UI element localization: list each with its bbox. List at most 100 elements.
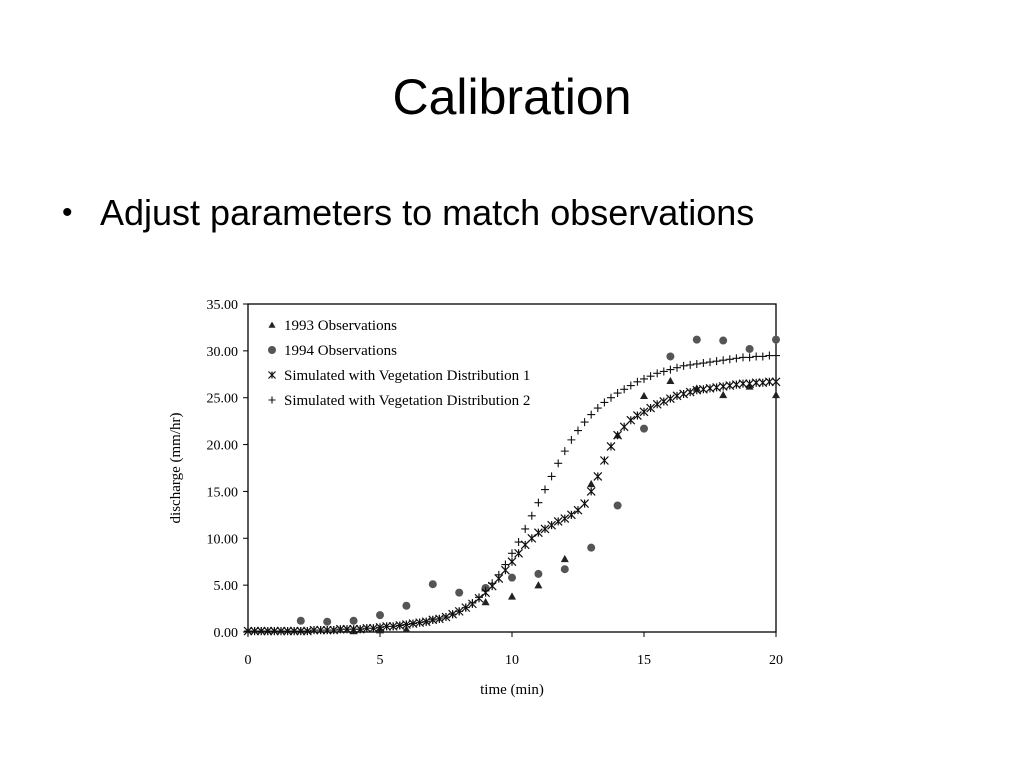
series-4-point	[706, 358, 714, 367]
series-4-point	[620, 385, 629, 394]
series-1-point	[560, 554, 569, 563]
series-1-point	[772, 390, 780, 399]
series-3-point	[599, 456, 609, 465]
series-4-point	[600, 398, 609, 407]
series-3-point	[632, 411, 642, 420]
series-4-point	[303, 627, 312, 636]
series-4-point	[428, 615, 437, 624]
series-2-point	[534, 569, 543, 578]
series-2-point	[587, 543, 596, 552]
legend-marker	[268, 396, 276, 404]
series-3-point	[764, 377, 774, 387]
series-4-point	[402, 620, 411, 629]
x-tick-label: 0	[245, 653, 252, 668]
series-2-point	[455, 588, 464, 597]
series-4-point	[369, 624, 378, 633]
series-3-point	[547, 520, 557, 530]
series-1-point	[402, 625, 411, 633]
series-3-point	[606, 442, 616, 451]
series-1-point	[587, 479, 596, 488]
series-2-point	[508, 573, 516, 582]
y-tick-label: 5.00	[214, 579, 239, 594]
series-2-point	[560, 565, 569, 574]
series-4-point	[395, 621, 404, 630]
series-4-point	[640, 374, 648, 383]
series-4-point	[534, 498, 543, 507]
series-4-point	[613, 389, 622, 398]
series-2-point	[402, 601, 411, 610]
bullet-symbol: •	[62, 196, 73, 229]
series-4-point	[772, 351, 780, 360]
y-tick-label: 30.00	[207, 345, 239, 360]
series-4-point	[475, 593, 483, 602]
series-3-point	[659, 397, 669, 406]
series-4-point	[574, 426, 582, 435]
series-2-point	[719, 336, 728, 345]
series-4-point	[673, 363, 681, 372]
series-3-point	[646, 403, 656, 413]
series-3-point	[672, 391, 682, 401]
series-1-point	[481, 598, 490, 606]
series-3-point	[652, 399, 662, 409]
series-3-point	[593, 472, 603, 481]
series-3-point	[738, 379, 748, 389]
series-4-point	[719, 356, 728, 365]
series-4-point	[481, 586, 490, 595]
series-4-point	[461, 603, 470, 612]
series-1-point	[666, 376, 675, 385]
series-4-point	[679, 361, 688, 370]
series-4-point	[607, 393, 615, 402]
series-2-point	[745, 344, 754, 353]
series-1-point	[508, 592, 516, 600]
x-axis-title: time (min)	[480, 682, 544, 698]
discharge-chart: 0.00 5.00 10.00 15.00 20.00 25.00 30.00 35.00 0 5…	[168, 298, 783, 698]
series-3-point	[560, 514, 570, 524]
series-4-point	[587, 410, 596, 419]
x-tick-label: 15	[637, 653, 651, 668]
series-4-point	[448, 610, 457, 619]
series-4-point	[468, 598, 477, 607]
x-tick-label: 10	[505, 653, 519, 668]
series-2-point	[666, 352, 675, 361]
series-1-point	[534, 581, 543, 589]
series-3-point	[514, 548, 524, 558]
series-2-point	[613, 501, 622, 510]
series-4-point	[758, 352, 767, 361]
series-4-point	[725, 355, 734, 364]
bullet-text: Adjust parameters to match observations	[100, 192, 755, 233]
series-4-point	[692, 359, 701, 368]
series-4-point	[376, 623, 384, 632]
bullet-item: • Adjust parameters to match observation…	[62, 188, 754, 238]
slide-title: Calibration	[392, 69, 632, 125]
series-4-point	[541, 485, 549, 494]
series-4-point	[699, 359, 708, 368]
legend-marker	[268, 346, 276, 354]
series-1-point	[640, 391, 648, 400]
legend-label: Simulated with Vegetation Distribution 2	[284, 393, 530, 409]
series-3-point	[586, 487, 596, 496]
series-2-point	[296, 616, 305, 625]
series-4-point	[329, 626, 338, 635]
y-tick-label: 0.00	[214, 626, 239, 641]
legend-label: Simulated with Vegetation Distribution 1	[284, 368, 530, 384]
series-4-point	[653, 369, 662, 378]
series-4-point	[659, 367, 668, 376]
series-2-point	[772, 335, 780, 344]
series-4-point	[712, 357, 721, 366]
legend-label: 1994 Observations	[284, 343, 397, 359]
series-4-point	[508, 549, 516, 558]
series-4-point	[626, 381, 635, 390]
series-4-point	[745, 353, 754, 362]
series-3-point	[679, 389, 689, 399]
series-4-point	[593, 404, 602, 413]
series-4-point	[633, 377, 642, 386]
series-4-point	[415, 618, 424, 627]
series-4-point	[488, 579, 497, 588]
series-3-point	[626, 415, 636, 425]
series-4-point	[646, 372, 655, 381]
series-2-point	[692, 335, 701, 344]
y-tick-label: 20.00	[207, 439, 239, 454]
legend-marker	[268, 321, 276, 328]
series-3-point	[665, 394, 675, 404]
series-4-point	[580, 418, 589, 427]
